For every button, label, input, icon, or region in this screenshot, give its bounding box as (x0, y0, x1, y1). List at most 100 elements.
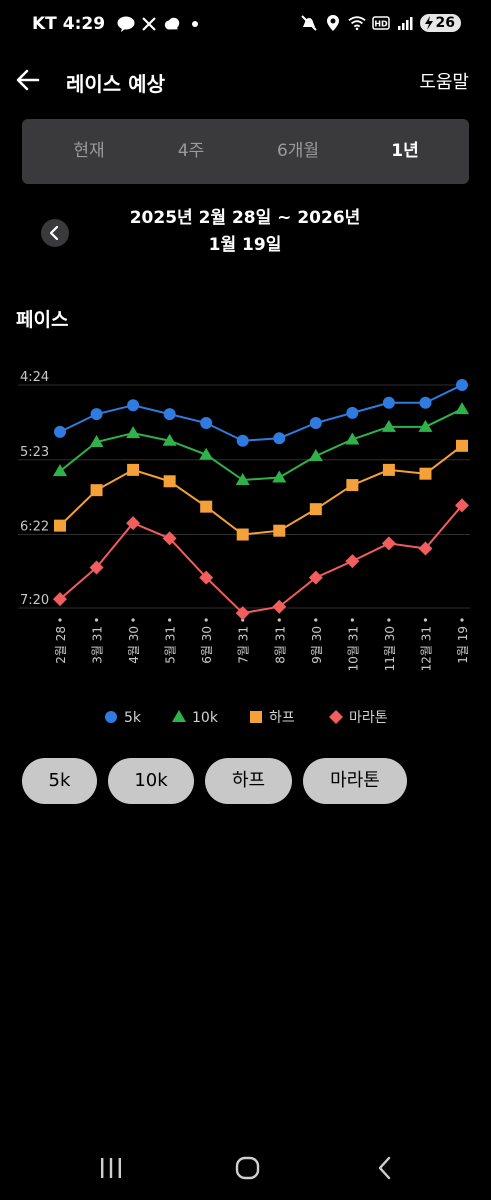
x-tick-dot (350, 618, 354, 622)
x-tick-label: 12월 31 (419, 626, 433, 671)
data-point-0-1 (90, 408, 103, 421)
data-point-3-4 (199, 570, 214, 585)
x-tick-label: 1월 19 (456, 626, 470, 664)
series-line-0 (59, 384, 463, 442)
data-point-3-7 (308, 570, 323, 585)
data-point-3-2 (126, 516, 141, 531)
x-tick-dot (387, 618, 391, 622)
data-point-2-10 (419, 467, 432, 480)
data-point-3-6 (272, 599, 287, 614)
talk-notification-icon (117, 15, 135, 33)
x-tick-dot (277, 618, 281, 622)
data-point-0-2 (127, 399, 140, 412)
x-tick-dot (168, 618, 172, 622)
data-point-2-2 (127, 463, 140, 476)
x-tick: 3월 31 (91, 626, 105, 664)
x-tick-label: 10월 31 (346, 626, 360, 671)
x-tick-dot (94, 618, 99, 622)
location-icon (324, 14, 342, 32)
x-tick-label: 9월 30 (310, 626, 324, 664)
back-button[interactable] (14, 66, 42, 94)
date-range: 2025년 2월 28일 ~ 2026년 1월 19일 (120, 205, 370, 259)
app-bar: 레이스 예상 도움말 (0, 56, 491, 108)
legend-marker-1 (172, 710, 186, 722)
hd-voice-icon: HD (371, 14, 390, 32)
data-point-1-4 (199, 447, 214, 460)
x-tick-label: 4월 30 (127, 626, 141, 664)
x-tick-label: 3월 31 (91, 626, 105, 664)
data-point-1-3 (162, 433, 177, 446)
x-tick: 12월 31 (419, 626, 433, 671)
status-right: HD 26 (300, 14, 461, 32)
series-line-3 (59, 504, 463, 615)
carrier-label: KT (32, 14, 57, 34)
y-tick-label: 4:24 (20, 370, 49, 385)
data-point-0-4 (200, 417, 213, 430)
x-tick-label: 2월 28 (54, 626, 68, 664)
x-notification-icon (140, 15, 158, 33)
back-nav-icon[interactable] (374, 1155, 396, 1181)
data-point-1-9 (381, 419, 396, 432)
y-tick-label: 7:20 (20, 593, 49, 608)
data-point-2-11 (456, 439, 468, 452)
data-point-3-3 (162, 531, 177, 546)
x-tick-label: 6월 30 (200, 626, 214, 664)
help-link[interactable]: 도움말 (419, 72, 469, 93)
data-point-2-0 (54, 519, 66, 532)
x-tick-dot (131, 618, 135, 622)
x-tick-dot (423, 618, 428, 622)
date-range-line1: 2025년 2월 28일 ~ 2026년 (129, 208, 361, 228)
tab-1-year[interactable]: 1년 (391, 141, 419, 161)
battery-level: 26 (435, 15, 455, 31)
data-point-2-3 (163, 475, 176, 488)
tab-current[interactable]: 현재 (73, 141, 105, 161)
legend-marker-3 (329, 710, 343, 724)
legend-label-2: 하프 (269, 710, 295, 726)
legend-label-1: 10k (192, 710, 219, 726)
series-line-2 (59, 445, 463, 536)
x-tick: 4월 30 (127, 626, 141, 664)
recent-apps-icon[interactable] (98, 1156, 124, 1180)
notification-icons (117, 15, 204, 33)
x-tick-label: 11월 30 (383, 626, 397, 671)
data-point-3-8 (345, 554, 360, 569)
data-point-1-11 (455, 402, 469, 415)
tab-6-months[interactable]: 6개월 (276, 141, 320, 161)
y-tick-label: 5:23 (20, 445, 49, 460)
data-point-2-6 (273, 524, 286, 537)
home-icon[interactable] (235, 1155, 261, 1181)
data-point-1-6 (272, 470, 287, 483)
x-tick: 10월 31 (346, 626, 360, 671)
mute-icon (300, 14, 318, 32)
data-point-0-6 (273, 432, 286, 445)
x-tick: 8월 31 (273, 626, 287, 664)
filter-10k-button[interactable]: 10k (108, 758, 194, 804)
x-tick-label: 5월 31 (164, 626, 178, 664)
x-tick: 6월 30 (200, 626, 214, 664)
data-point-2-4 (200, 500, 213, 513)
data-point-1-5 (235, 473, 250, 486)
x-tick-label: 8월 31 (273, 626, 287, 664)
x-tick-dot (204, 618, 208, 622)
x-tick: 11월 30 (383, 626, 397, 671)
y-tick-label: 6:22 (20, 520, 49, 535)
chart-legend: 5k 10k 하프 마라톤 (105, 710, 388, 726)
data-point-1-8 (345, 432, 360, 445)
battery-indicator: 26 (419, 14, 461, 32)
data-point-3-5 (235, 606, 250, 621)
filter-marathon-button[interactable]: 마라톤 (303, 758, 407, 804)
previous-period-button[interactable] (41, 219, 69, 247)
data-point-0-8 (346, 406, 359, 419)
clock: 4:29 (62, 14, 106, 34)
data-point-0-10 (419, 396, 432, 409)
data-point-2-9 (382, 463, 395, 476)
tab-4-weeks[interactable]: 4주 (177, 141, 205, 161)
filter-half-button[interactable]: 하프 (205, 758, 292, 804)
data-point-2-7 (309, 503, 322, 516)
data-point-0-0 (54, 425, 66, 438)
filter-5k-button[interactable]: 5k (22, 758, 97, 804)
x-tick: 7월 31 (237, 626, 251, 664)
x-tick: 9월 30 (310, 626, 324, 664)
x-tick: 1월 19 (456, 626, 470, 664)
data-point-3-10 (418, 541, 433, 556)
